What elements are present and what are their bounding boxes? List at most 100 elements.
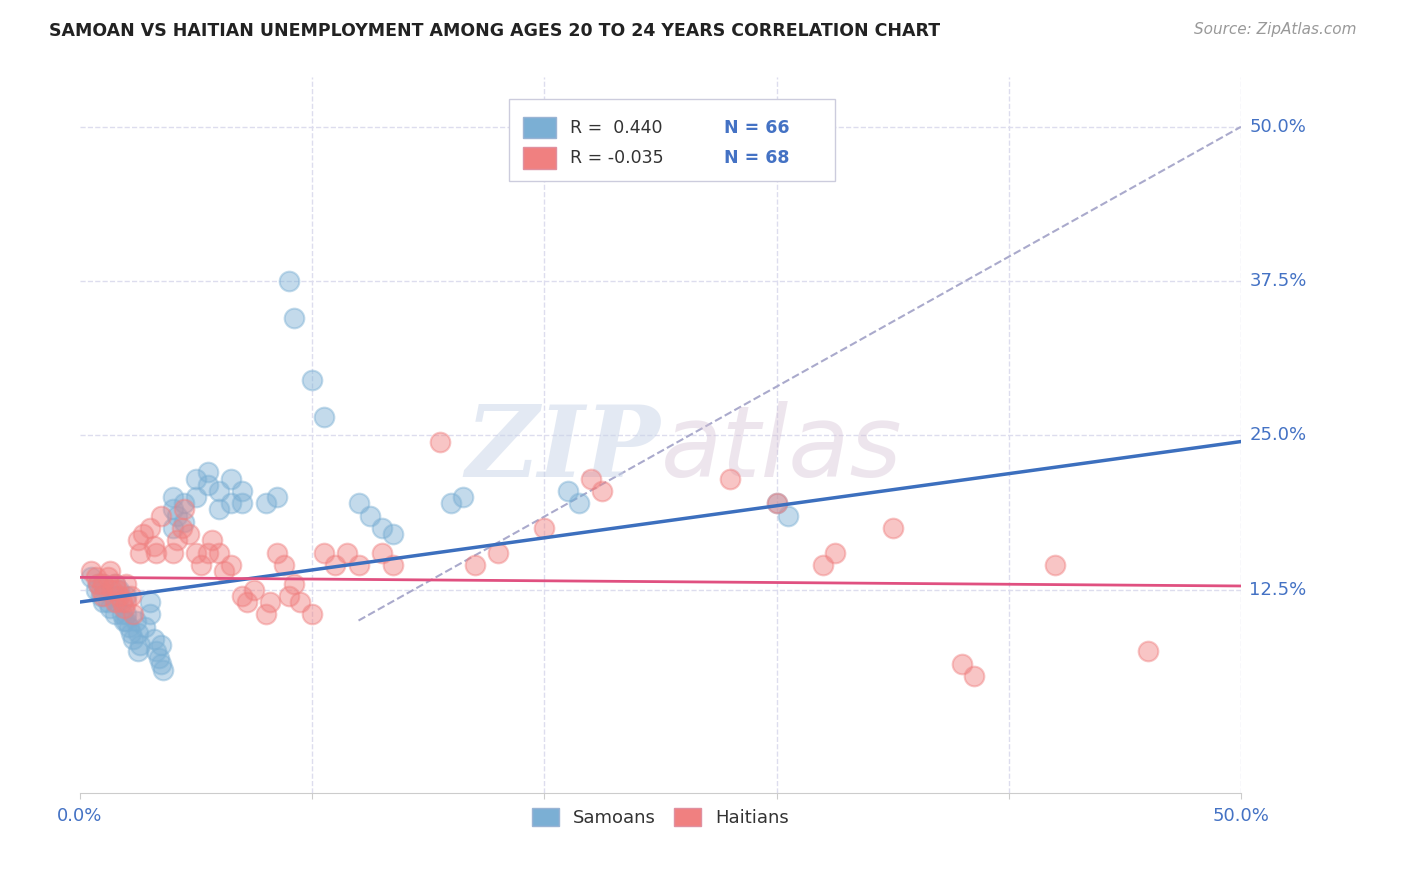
Point — [254, 607, 277, 622]
Point — [184, 490, 207, 504]
Point — [143, 540, 166, 554]
Point — [219, 558, 242, 572]
Point — [127, 533, 149, 548]
Point — [138, 595, 160, 609]
Point — [112, 614, 135, 628]
Point — [98, 564, 121, 578]
Point — [84, 570, 107, 584]
Point — [440, 496, 463, 510]
Point — [1043, 558, 1066, 572]
Bar — [523, 147, 555, 169]
Point — [579, 472, 602, 486]
Point — [108, 589, 131, 603]
Point — [115, 576, 138, 591]
Point — [138, 521, 160, 535]
Point — [197, 477, 219, 491]
Point — [162, 546, 184, 560]
Point — [120, 589, 142, 603]
Point — [243, 582, 266, 597]
Point — [131, 527, 153, 541]
Point — [138, 607, 160, 622]
Text: N = 68: N = 68 — [724, 149, 790, 167]
Point — [283, 311, 305, 326]
Point — [162, 521, 184, 535]
Point — [129, 546, 152, 560]
Point — [208, 483, 231, 498]
Text: 37.5%: 37.5% — [1250, 272, 1306, 290]
Point — [101, 582, 124, 597]
Point — [173, 496, 195, 510]
Point — [173, 515, 195, 529]
Point — [323, 558, 346, 572]
Bar — [523, 117, 555, 138]
Point — [162, 502, 184, 516]
Point — [347, 496, 370, 510]
Point — [84, 582, 107, 597]
Point — [115, 589, 138, 603]
Point — [277, 274, 299, 288]
Point — [145, 546, 167, 560]
Point — [208, 546, 231, 560]
Text: 25.0%: 25.0% — [1250, 426, 1306, 444]
Point — [301, 607, 323, 622]
Point — [283, 576, 305, 591]
Point — [122, 607, 145, 622]
Point — [115, 614, 138, 628]
Point — [143, 632, 166, 646]
Point — [177, 527, 200, 541]
Point — [266, 490, 288, 504]
Point — [134, 620, 156, 634]
Point — [197, 546, 219, 560]
Point — [219, 472, 242, 486]
Point — [104, 607, 127, 622]
Point — [104, 576, 127, 591]
Point — [91, 576, 114, 591]
Point — [382, 527, 405, 541]
Point — [166, 533, 188, 548]
Point — [301, 373, 323, 387]
Point — [811, 558, 834, 572]
Point — [80, 564, 103, 578]
Point — [108, 582, 131, 597]
Point — [115, 607, 138, 622]
Text: atlas: atlas — [661, 401, 903, 499]
Point — [464, 558, 486, 572]
Point — [359, 508, 381, 523]
Point — [80, 570, 103, 584]
Point — [201, 533, 224, 548]
Point — [91, 589, 114, 603]
Point — [277, 589, 299, 603]
Point — [150, 657, 173, 671]
Point — [212, 564, 235, 578]
Point — [266, 546, 288, 560]
Point — [778, 508, 800, 523]
Point — [97, 570, 120, 584]
Point — [950, 657, 973, 671]
Point — [152, 663, 174, 677]
Point — [190, 558, 212, 572]
Point — [312, 546, 335, 560]
Point — [208, 502, 231, 516]
Point — [124, 614, 146, 628]
Point — [290, 595, 312, 609]
Point — [557, 483, 579, 498]
Point — [963, 669, 986, 683]
Point — [170, 521, 193, 535]
Point — [219, 496, 242, 510]
Point — [231, 589, 253, 603]
Point — [104, 589, 127, 603]
Point — [273, 558, 295, 572]
Point — [150, 508, 173, 523]
Y-axis label: Unemployment Among Ages 20 to 24 years: Unemployment Among Ages 20 to 24 years — [0, 238, 8, 632]
Point — [1137, 644, 1160, 658]
Point — [765, 496, 787, 510]
Point — [129, 638, 152, 652]
Text: R =  0.440: R = 0.440 — [569, 119, 662, 136]
Text: 50.0%: 50.0% — [1250, 118, 1306, 136]
Point — [148, 650, 170, 665]
Point — [91, 595, 114, 609]
Point — [718, 472, 741, 486]
Text: R = -0.035: R = -0.035 — [569, 149, 664, 167]
Point — [382, 558, 405, 572]
Point — [184, 472, 207, 486]
